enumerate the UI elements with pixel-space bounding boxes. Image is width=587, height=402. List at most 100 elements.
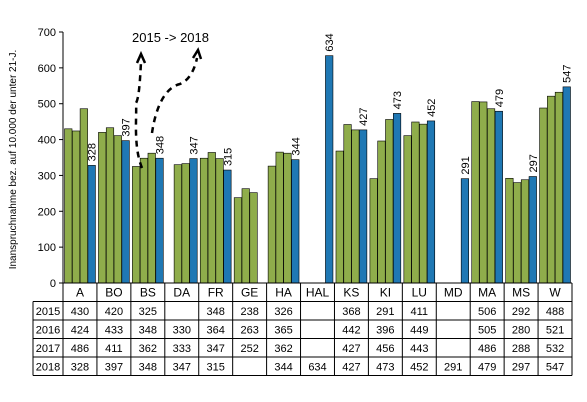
category-label: HA	[275, 286, 292, 300]
y-tick-label: 700	[38, 27, 56, 39]
y-axis-label: Inanspruchnahme bez. auf 10.000 der unte…	[8, 50, 19, 270]
bar	[121, 140, 130, 284]
bar	[189, 158, 198, 284]
bar	[233, 197, 242, 284]
table-cell: 288	[512, 343, 530, 355]
table-cell: 368	[342, 306, 360, 318]
bar	[419, 123, 428, 284]
bar	[426, 120, 436, 284]
bar	[249, 192, 258, 284]
table-cell: 532	[546, 343, 564, 355]
bar	[393, 113, 402, 284]
bar	[359, 129, 368, 284]
bar	[479, 101, 488, 284]
category-label: BO	[105, 286, 122, 300]
y-tick-label: 0	[50, 278, 56, 290]
category-label: MA	[478, 286, 496, 300]
y-tick-label: 600	[38, 63, 56, 75]
bar	[105, 127, 115, 284]
data-label: 479	[494, 89, 506, 107]
data-label: 347	[188, 136, 200, 154]
bar	[215, 158, 224, 284]
bar	[87, 165, 96, 284]
category-label: KS	[343, 286, 359, 300]
table-cell: 547	[546, 362, 564, 374]
annotation-arrows	[134, 47, 203, 169]
table-cell: 348	[139, 362, 157, 374]
table-cell: 347	[173, 362, 191, 374]
annotation-arrowhead-right	[191, 47, 203, 60]
table-cell: 486	[71, 343, 89, 355]
data-label: 297	[528, 154, 540, 172]
bar	[377, 140, 386, 284]
bar	[181, 163, 190, 284]
table-cell: 297	[512, 362, 530, 374]
data-label: 315	[222, 148, 234, 166]
table-cell: 433	[105, 325, 123, 337]
bar	[351, 129, 360, 284]
table-row-label: 2015	[36, 306, 60, 318]
table-row-label: 2018	[36, 362, 60, 374]
bar	[471, 101, 480, 284]
bar	[562, 86, 571, 284]
table-cell: 506	[478, 306, 496, 318]
data-label: 452	[426, 99, 438, 117]
data-label: 427	[358, 108, 370, 126]
table-cell: 291	[376, 306, 394, 318]
table-cell: 443	[410, 343, 428, 355]
table-cell: 328	[71, 362, 89, 374]
table-cell: 280	[512, 325, 530, 337]
category-label: FR	[208, 286, 224, 300]
category-label: MS	[512, 286, 530, 300]
data-label: 344	[290, 137, 302, 155]
table-cell: 325	[139, 306, 157, 318]
data-label: 397	[121, 118, 133, 136]
bar	[411, 121, 420, 284]
table-cell: 449	[410, 325, 428, 337]
bar	[155, 157, 164, 284]
bar	[207, 152, 216, 284]
bar	[513, 182, 522, 284]
bar	[505, 177, 514, 284]
bar	[79, 108, 88, 284]
bar	[343, 124, 352, 284]
bar	[267, 165, 276, 284]
category-label: LU	[412, 286, 427, 300]
bar	[325, 55, 334, 284]
table-cell: 291	[444, 362, 462, 374]
bar	[528, 176, 537, 284]
table-cell: 252	[240, 343, 258, 355]
data-label: 291	[460, 156, 472, 174]
table-cell: 365	[274, 325, 292, 337]
bar	[460, 178, 469, 284]
bar	[98, 132, 107, 284]
category-label: GE	[241, 286, 258, 300]
bar	[283, 152, 292, 284]
table-cell: 456	[376, 343, 394, 355]
table-cell: 427	[342, 362, 360, 374]
bar	[494, 110, 503, 284]
table-cell: 263	[240, 325, 258, 337]
bar	[147, 152, 156, 284]
bar	[369, 178, 378, 284]
bar	[385, 119, 394, 284]
table-cell: 330	[173, 325, 191, 337]
annotation-arrowhead-left	[135, 50, 147, 64]
category-label: BS	[140, 286, 156, 300]
bar	[403, 135, 412, 284]
table-cell: 344	[274, 362, 292, 374]
data-label: 473	[392, 91, 404, 109]
data-label: 328	[87, 143, 99, 161]
table-cell: 486	[478, 343, 496, 355]
table-cell: 488	[546, 306, 564, 318]
table-row-label: 2016	[36, 325, 60, 337]
table-cell: 396	[376, 325, 394, 337]
bar	[487, 108, 496, 284]
category-label: KI	[380, 286, 391, 300]
bar	[335, 150, 344, 284]
y-axis: 0 100 200 300 400 500 600 700	[38, 27, 64, 290]
bar	[223, 169, 232, 284]
table-cell: 420	[105, 306, 123, 318]
bar	[173, 164, 182, 284]
table-cell: 427	[342, 343, 360, 355]
